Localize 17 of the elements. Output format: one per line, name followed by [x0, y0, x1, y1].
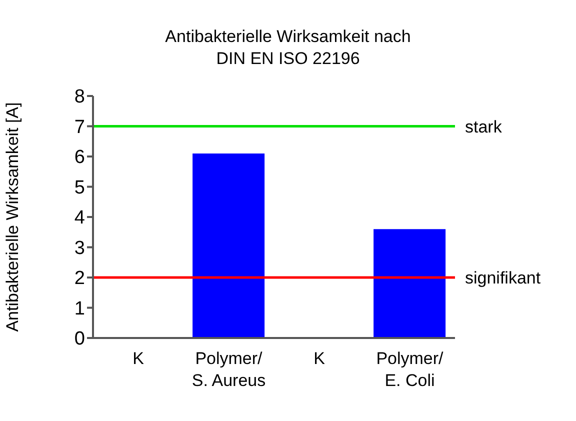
- y-tick-label: 3: [74, 238, 85, 259]
- y-tick-label: 4: [74, 208, 86, 229]
- chart-title: Antibakterielle Wirksamkeit nach DIN EN ISO 22196: [164, 26, 412, 70]
- x-tick-label: Polymer/ S. Aureus: [192, 349, 266, 390]
- x-tick-label: K: [132, 349, 145, 368]
- y-tick-label: 6: [74, 147, 85, 168]
- y-axis-title: Antibakterielle Wirksamkeit [A]: [3, 102, 22, 332]
- x-tick-label: K: [314, 349, 326, 368]
- y-tick-label: 1: [74, 298, 85, 320]
- y-tick-label: 5: [74, 177, 85, 198]
- y-tick-label: 0: [74, 328, 85, 350]
- ref-line-label: stark: [465, 117, 502, 136]
- y-tick-label: 7: [74, 116, 85, 138]
- y-tick-label: 2: [74, 268, 85, 290]
- x-tick-label: Polymer/ E. Coli: [376, 349, 444, 390]
- y-tick-label: 8: [74, 86, 85, 108]
- ref-line-label: signifikant: [465, 268, 541, 288]
